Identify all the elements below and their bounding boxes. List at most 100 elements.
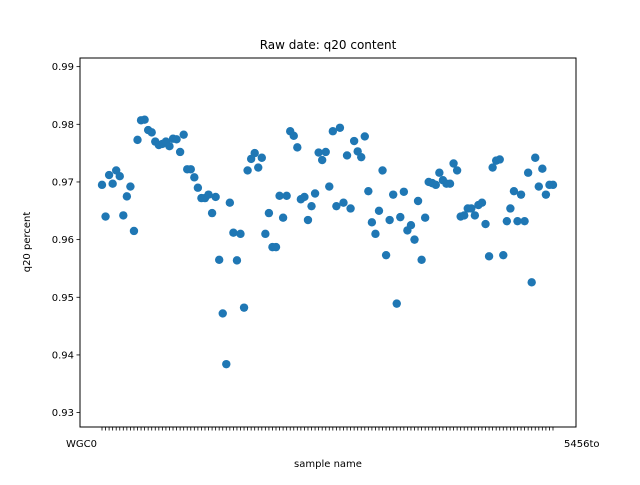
data-point [239,303,249,312]
data-point [548,180,558,190]
data-point [502,216,512,226]
data-point [477,198,487,207]
plot-background [80,58,576,427]
data-point [310,189,320,198]
x-tick-label-right: 5456to [564,439,600,450]
data-point [140,115,149,124]
y-axis-ticks: 0.93 0.94 0.95 0.96 0.97 0.98 0.99 [52,62,80,419]
data-point [218,309,227,318]
data-point [513,216,522,226]
data-point [332,201,341,211]
data-point [115,171,124,181]
data-point [378,166,387,175]
data-point [538,164,547,173]
y-tick-label: 0.94 [52,350,74,361]
data-point [531,153,540,162]
data-point [420,213,430,222]
data-point [254,163,263,172]
plot-frame [79,57,577,428]
data-point [289,131,298,141]
data-point [399,187,409,196]
data-point [122,192,132,201]
data-point [374,206,384,215]
data-point [97,180,107,190]
data-point [147,128,156,137]
data-point [257,153,267,162]
data-point [275,191,284,200]
data-point [346,204,355,213]
data-point [229,228,238,237]
data-point [204,190,213,199]
data-point [396,212,405,222]
data-point [516,190,526,199]
data-point [271,242,281,252]
data-point [307,201,316,211]
data-point [506,204,515,213]
data-point [488,163,497,172]
data-point [264,208,274,218]
data-point [357,152,366,162]
data-point [413,196,423,206]
data-point [349,136,359,146]
data-point [452,166,462,175]
data-point [410,235,419,244]
y-tick-label: 0.97 [52,177,74,188]
data-point [381,250,391,260]
data-point [119,211,128,220]
data-point [481,219,490,229]
data-point [222,359,231,369]
data-point [133,135,142,145]
data-points [97,115,558,369]
data-point [250,148,259,158]
data-point [360,132,369,141]
data-point [417,255,426,264]
data-point [300,192,309,202]
data-point [534,182,543,191]
data-point [388,190,398,199]
data-point [527,278,536,287]
data-point [236,229,245,239]
data-point [214,255,224,264]
data-point [207,208,217,218]
data-point [449,159,458,168]
data-point [126,182,135,191]
plot-area: 0.93 0.94 0.95 0.96 0.97 0.98 0.99 [52,57,577,431]
data-point [495,155,504,164]
data-point [186,165,195,174]
data-point [172,135,181,144]
data-point [104,170,114,180]
y-tick-label: 0.93 [52,408,74,419]
data-point [108,179,117,188]
x-tick-label-left: WGC0 [66,439,97,450]
data-point [435,168,444,177]
data-point [509,186,519,196]
data-point [541,190,551,199]
data-point [243,166,252,175]
data-point [193,183,203,192]
data-point [165,142,174,151]
data-point [342,151,352,160]
data-point [520,216,529,226]
data-point [460,211,469,220]
data-point [175,147,185,157]
y-tick-label: 0.96 [52,235,74,246]
data-point [328,127,338,136]
data-point [367,218,377,227]
data-point [484,252,494,261]
data-point [431,180,441,190]
data-point [317,155,327,165]
y-tick-label: 0.98 [52,120,74,131]
data-point [523,168,533,177]
data-point [406,221,416,230]
data-point [321,147,330,157]
data-point [445,179,455,188]
data-point [470,211,480,220]
data-point [339,198,348,207]
data-point [282,191,291,200]
data-point [129,226,139,236]
data-point [335,123,345,132]
y-tick-label: 0.95 [52,293,74,304]
data-point [211,192,220,202]
data-point [225,198,235,207]
